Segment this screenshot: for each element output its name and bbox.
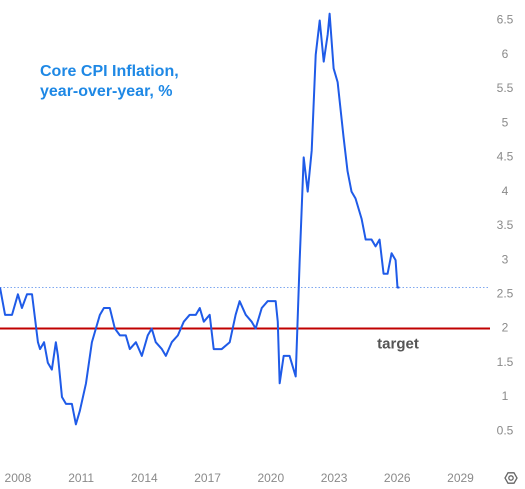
y-tick-label: 2.5 <box>497 286 514 300</box>
x-tick-label: 2008 <box>5 471 32 485</box>
y-tick-label: 0.5 <box>497 423 514 437</box>
x-tick-label: 2029 <box>447 471 474 485</box>
x-tick-label: 2014 <box>131 471 158 485</box>
y-tick-label: 5.5 <box>497 81 514 95</box>
chart-title-line: Core CPI Inflation, <box>40 63 179 80</box>
y-tick-label: 1 <box>502 389 509 403</box>
y-tick-label: 1.5 <box>497 355 514 369</box>
settings-icon[interactable] <box>504 472 518 484</box>
settings-icon-shape <box>504 472 518 484</box>
y-tick-label: 3 <box>502 252 509 266</box>
y-tick-label: 2 <box>502 321 509 335</box>
data-line <box>0 12 400 426</box>
chart-title-line: year-over-year, % <box>40 83 173 100</box>
y-tick-label: 3.5 <box>497 218 514 232</box>
y-tick-label: 6 <box>502 47 509 61</box>
y-tick-label: 5 <box>502 115 509 129</box>
settings-icon-dot <box>508 475 514 481</box>
target-label: target <box>377 336 419 353</box>
x-tick-label: 2023 <box>321 471 348 485</box>
y-tick-label: 6.5 <box>497 13 514 27</box>
x-tick-label: 2017 <box>194 471 221 485</box>
y-tick-label: 4.5 <box>497 150 514 164</box>
x-tick-label: 2011 <box>68 471 94 485</box>
x-tick-label: 2020 <box>257 471 284 485</box>
x-tick-label: 2026 <box>384 471 411 485</box>
y-tick-label: 4 <box>502 184 509 198</box>
